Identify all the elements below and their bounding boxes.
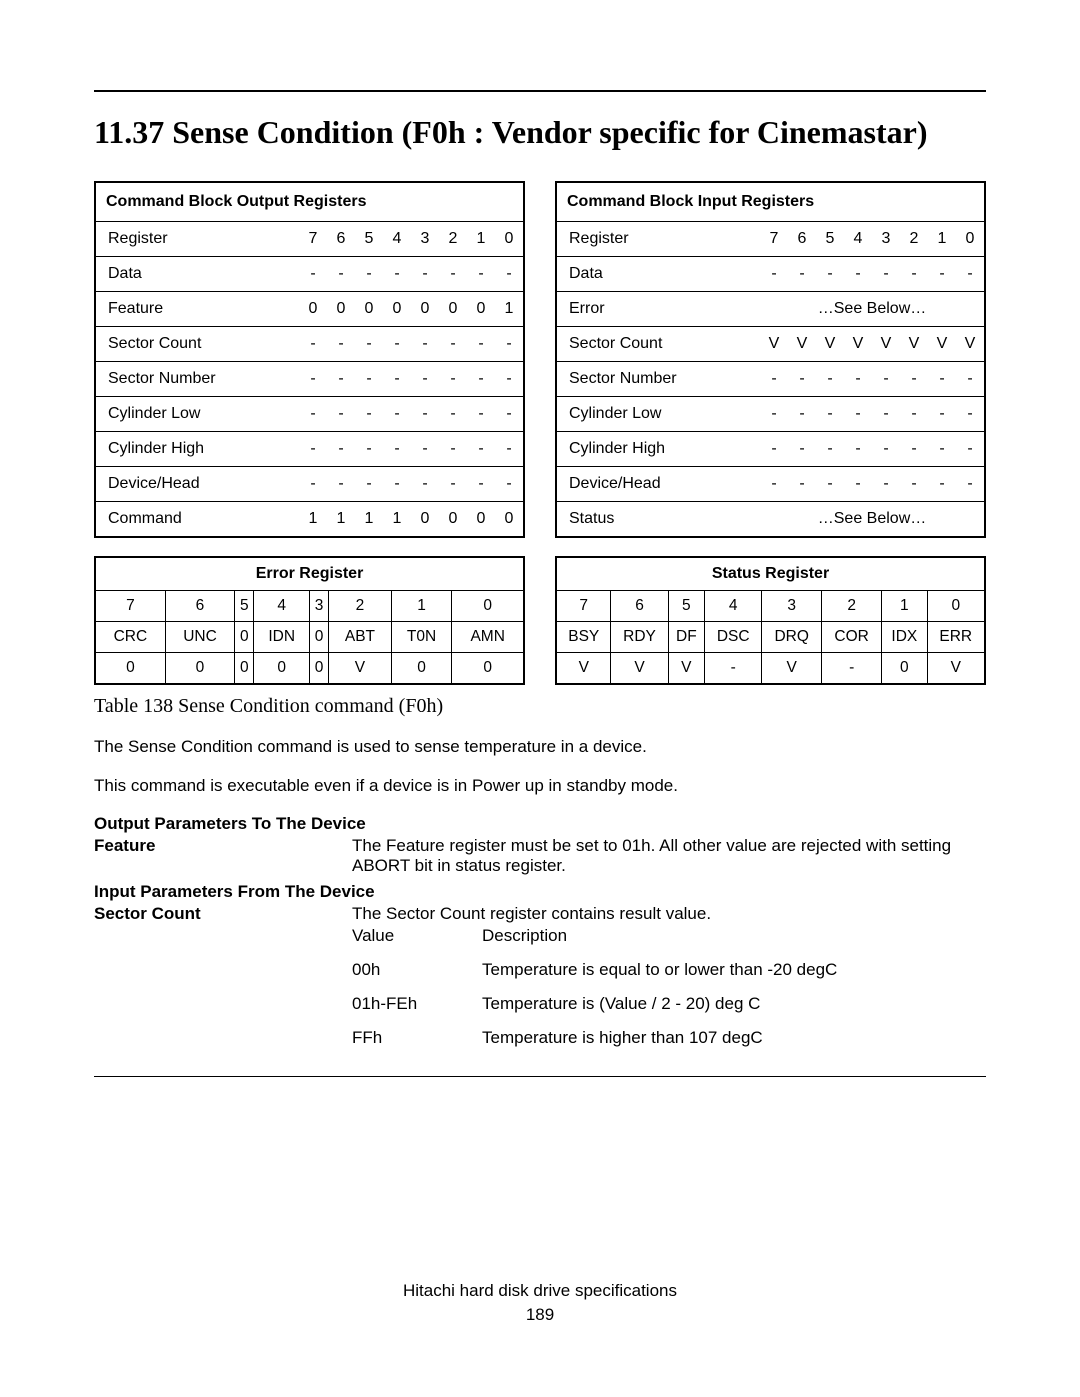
page-footer: Hitachi hard disk drive specifications 1… [0,1279,1080,1327]
output-registers-table: Command Block Output RegistersRegister76… [94,181,525,538]
table-caption: Table 138 Sense Condition command (F0h) [94,695,986,718]
feature-text: The Feature register must be set to 01h.… [352,836,986,876]
value-description: Temperature is (Value / 2 - 20) deg C [482,994,986,1014]
paragraph-1: The Sense Condition command is used to s… [94,736,986,759]
value-cell: FFh [352,1028,482,1048]
status-register-table: Status Register76543210BSYRDYDFDSCDRQCOR… [555,556,986,685]
page-number: 189 [526,1305,554,1324]
bottom-rule [94,1076,986,1077]
footer-text: Hitachi hard disk drive specifications [403,1281,677,1300]
value-description: Temperature is equal to or lower than -2… [482,960,986,980]
sector-count-label: Sector Count [94,904,352,1048]
input-registers-table: Command Block Input RegistersRegister765… [555,181,986,538]
value-cell: 01h-FEh [352,994,482,1014]
value-cell: 00h [352,960,482,980]
error-status-row: Error Register76543210CRCUNC0IDN0ABTT0NA… [94,556,986,685]
paragraph-2: This command is executable even if a dev… [94,775,986,798]
section-title: 11.37 Sense Condition (F0h : Vendor spec… [94,114,986,151]
value-header: Value [352,926,482,946]
input-params-heading: Input Parameters From The Device [94,882,986,902]
sector-count-text: The Sector Count register contains resul… [352,904,986,924]
output-params-heading: Output Parameters To The Device [94,814,986,834]
error-register-table: Error Register76543210CRCUNC0IDN0ABTT0NA… [94,556,525,685]
top-rule [94,90,986,92]
description-header: Description [482,926,986,946]
feature-label: Feature [94,836,352,876]
register-tables-row: Command Block Output RegistersRegister76… [94,181,986,538]
value-description: Temperature is higher than 107 degC [482,1028,986,1048]
